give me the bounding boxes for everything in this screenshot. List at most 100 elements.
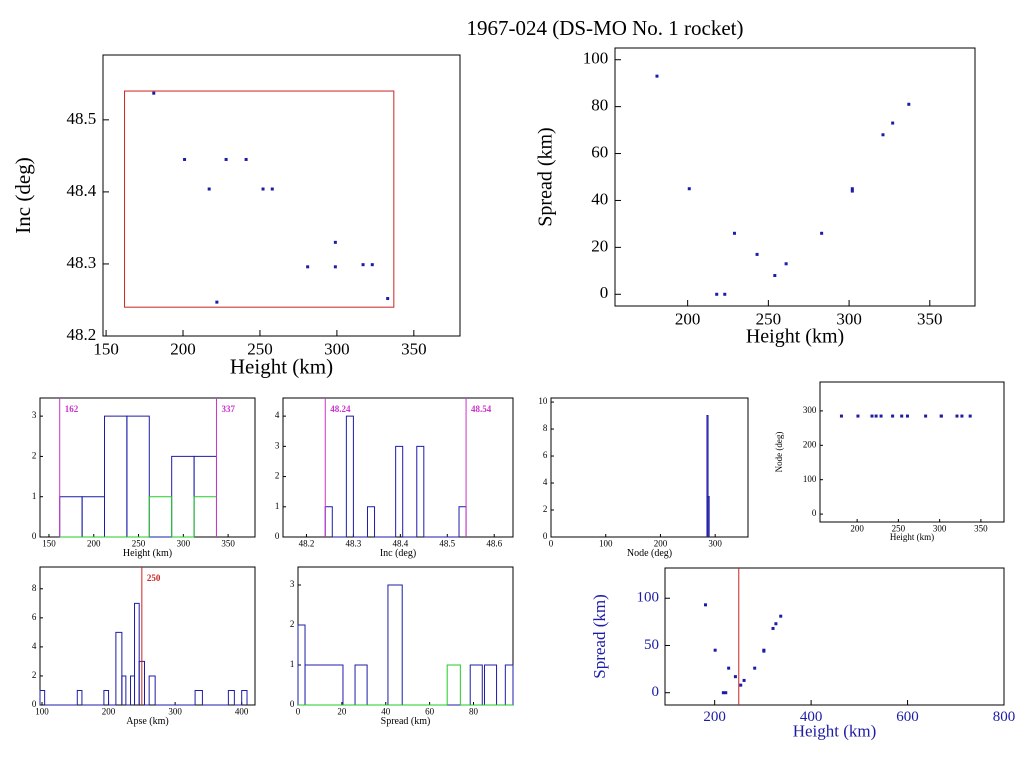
data-point — [784, 262, 788, 266]
x-tick-label: 350 — [221, 539, 235, 549]
histogram-bin — [345, 415, 354, 537]
data-point — [152, 91, 156, 95]
plot-frame — [297, 566, 514, 706]
selection-box — [124, 90, 395, 308]
histogram-bin — [148, 675, 156, 705]
x-tick-label: 48.4 — [392, 539, 408, 549]
y-tick-label: 3 — [290, 579, 295, 589]
x-axis-label: Node (deg) — [627, 548, 672, 559]
data-point — [779, 614, 783, 618]
data-point — [207, 187, 211, 191]
plot-frame — [282, 397, 514, 538]
data-point — [753, 666, 757, 670]
y-tick-label: 0 — [275, 531, 280, 541]
y-tick-label: 6 — [543, 450, 548, 460]
y-tick-label: 48.3 — [66, 253, 96, 272]
plot-frame — [664, 567, 1005, 706]
histogram-bin — [366, 506, 376, 537]
histogram-bin — [76, 689, 83, 705]
x-axis-label: Spread (km) — [381, 716, 431, 727]
x-tick-label: 48.2 — [299, 539, 315, 549]
y-tick-label: 2 — [290, 619, 295, 629]
x-tick-label: 150 — [42, 539, 56, 549]
y-tick-label: 0 — [652, 684, 660, 700]
data-point — [762, 649, 766, 653]
y-tick-label: 0 — [32, 699, 37, 709]
data-point — [774, 622, 778, 626]
histogram-bin — [241, 689, 248, 705]
data-point — [870, 414, 874, 418]
y-tick-label: 100 — [583, 49, 609, 68]
data-point — [881, 133, 885, 137]
x-tick-label: 48.5 — [439, 539, 455, 549]
y-tick-label: 6 — [32, 612, 37, 622]
data-point — [820, 231, 824, 235]
y-tick-label: 2 — [32, 450, 37, 460]
data-point — [900, 414, 904, 418]
x-tick-label: 20 — [337, 707, 347, 717]
y-tick-label: 48.5 — [66, 109, 96, 128]
data-point — [891, 121, 895, 125]
data-point — [732, 231, 736, 235]
histogram-bin — [115, 631, 123, 705]
y-tick-label: 300 — [803, 405, 817, 415]
x-tick-label: 250 — [892, 524, 906, 534]
x-axis-label: Apse (km) — [126, 716, 169, 727]
y-tick-label: 200 — [803, 439, 817, 449]
x-tick-label: 300 — [933, 524, 947, 534]
data-point — [742, 678, 746, 682]
y-axis-label: Spread (km) — [535, 127, 557, 226]
x-tick-label: 600 — [896, 709, 919, 725]
histogram-bin — [304, 664, 344, 705]
histogram-bin — [354, 664, 368, 705]
x-tick-label: 350 — [401, 339, 427, 358]
data-point — [850, 189, 854, 193]
y-tick-label: 4 — [275, 410, 280, 420]
x-tick-label: 250 — [756, 309, 782, 328]
histogram-bin — [126, 415, 150, 537]
y-tick-label: 4 — [543, 477, 548, 487]
x-tick-label: 200 — [102, 707, 116, 717]
x-tick-label: 300 — [324, 339, 350, 358]
data-point — [960, 414, 964, 418]
x-tick-label: 300 — [177, 539, 191, 549]
y-tick-label: 0 — [32, 531, 37, 541]
y-tick-label: 10 — [538, 396, 548, 406]
x-tick-label: 300 — [708, 539, 722, 549]
y-tick-label: 0 — [812, 508, 817, 518]
data-point — [739, 683, 743, 687]
data-point — [727, 666, 731, 670]
y-tick-label: 40 — [591, 189, 608, 208]
plot-frame — [614, 47, 976, 307]
y-tick-label: 0 — [543, 531, 548, 541]
data-point — [924, 414, 928, 418]
histogram-bin — [504, 664, 514, 705]
x-tick-label: 400 — [235, 707, 249, 717]
y-axis-label: Inc (deg) — [11, 157, 35, 233]
y-tick-label: 0 — [290, 699, 295, 709]
data-point — [724, 691, 728, 695]
data-point — [939, 414, 943, 418]
histogram-bin — [171, 455, 195, 537]
y-tick-label: 1 — [290, 659, 295, 669]
plot-frame — [39, 397, 256, 538]
histogram-bin — [469, 664, 483, 705]
x-tick-label: 80 — [469, 707, 479, 717]
x-tick-label: 100 — [35, 707, 49, 717]
histogram-bin — [395, 445, 404, 537]
x-tick-label: 0 — [549, 539, 554, 549]
histogram-bin — [59, 496, 83, 537]
histogram-bin — [706, 415, 709, 537]
data-point — [856, 414, 860, 418]
data-point — [704, 603, 708, 607]
y-tick-label: 2 — [32, 670, 37, 680]
data-point — [687, 187, 691, 191]
histogram-bin — [130, 675, 136, 705]
data-point — [183, 157, 187, 161]
x-tick-label: 200 — [654, 539, 668, 549]
y-tick-label: 48.2 — [66, 325, 96, 344]
data-point — [655, 74, 659, 78]
data-point — [361, 263, 365, 267]
x-tick-label: 250 — [247, 339, 273, 358]
